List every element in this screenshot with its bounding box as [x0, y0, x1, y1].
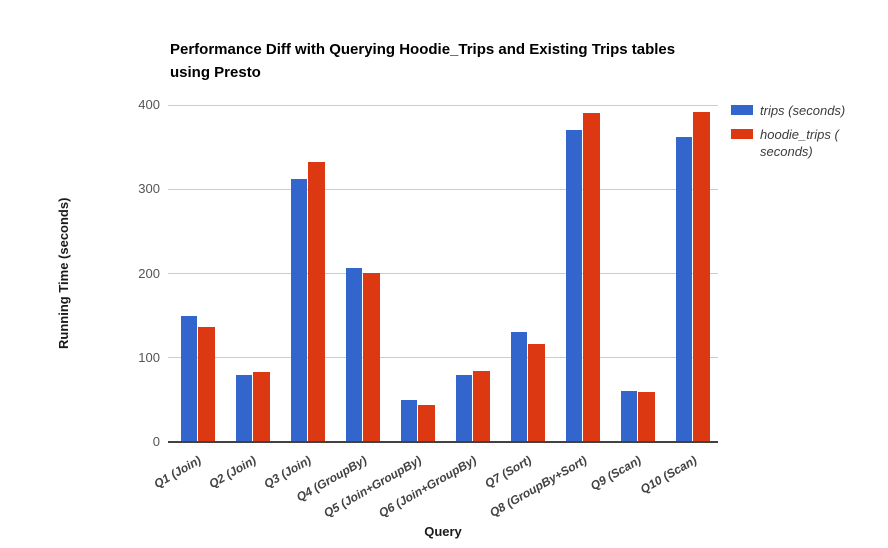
bar-hoodie-trips-1	[198, 326, 215, 442]
x-axis-title: Query	[424, 524, 462, 539]
bar-hoodie-trips-5	[418, 404, 435, 442]
hoodie-trips-series-swatch	[731, 129, 753, 139]
y-tick-label-400: 400	[138, 97, 160, 112]
y-tick-label-200: 200	[138, 265, 160, 281]
x-tick-label-10: Q10 (Scan)	[637, 452, 699, 497]
legend-item-hoodie-trips: hoodie_trips ( seconds)	[731, 126, 845, 160]
bar-trips-7	[511, 332, 527, 442]
trips-series-label: trips (seconds)	[760, 103, 846, 118]
gridline-100	[168, 357, 718, 359]
bar-trips-1	[181, 315, 197, 442]
legend-item-trips: trips (seconds)	[731, 102, 845, 119]
bar-hoodie-trips-9	[638, 392, 655, 442]
bar-hoodie-trips-4	[363, 272, 380, 442]
x-tick-label-8: Q8 (GroupBy+Sort)	[487, 452, 589, 520]
chart-title-line2: using Presto	[170, 64, 261, 81]
y-tick-label-0: 0	[152, 434, 160, 449]
bar-trips-6	[456, 374, 472, 442]
legend: trips (seconds) hoodie_trips ( seconds)	[731, 102, 845, 167]
x-tick-label-2: Q2 (Join)	[206, 452, 259, 492]
x-tick-label-9: Q9 (Scan)	[588, 452, 644, 494]
bar-trips-2	[236, 374, 252, 442]
bar-trips-4	[346, 267, 362, 442]
bar-trips-10	[676, 137, 692, 442]
bar-trips-9	[621, 391, 637, 442]
gridline-400	[168, 104, 718, 106]
y-tick-label-100: 100	[138, 349, 160, 365]
hoodie-trips-series-label: hoodie_trips ( seconds)	[760, 126, 839, 160]
bar-hoodie-trips-7	[528, 344, 545, 442]
y-tick-label-300: 300	[138, 181, 160, 197]
x-axis-baseline	[168, 441, 718, 443]
hoodie-trips-label-line1: hoodie_trips (	[760, 127, 839, 142]
bar-trips-8	[566, 130, 582, 442]
gridline-200	[168, 273, 718, 274]
bar-hoodie-trips-10	[693, 111, 710, 442]
bar-hoodie-trips-6	[473, 371, 490, 442]
x-tick-label-6: Q6 (Join+GroupBy)	[376, 452, 479, 521]
chart-title-line1: Performance Diff with Querying Hoodie_Tr…	[170, 41, 676, 58]
x-tick-label-1: Q1 (Join)	[151, 452, 204, 492]
hoodie-trips-label-line2: seconds)	[760, 144, 813, 159]
trips-series-swatch	[731, 105, 753, 115]
gridline-300	[168, 188, 718, 190]
bar-trips-5	[401, 399, 417, 442]
x-tick-label-5: Q5 (Join+GroupBy)	[321, 452, 424, 521]
chart-title: Performance Diff with Querying Hoodie_Tr…	[170, 38, 675, 84]
bar-hoodie-trips-2	[253, 372, 270, 442]
bar-trips-3	[291, 179, 307, 442]
bar-hoodie-trips-3	[308, 162, 325, 442]
bar-hoodie-trips-8	[583, 113, 600, 442]
plot-area	[168, 104, 718, 443]
